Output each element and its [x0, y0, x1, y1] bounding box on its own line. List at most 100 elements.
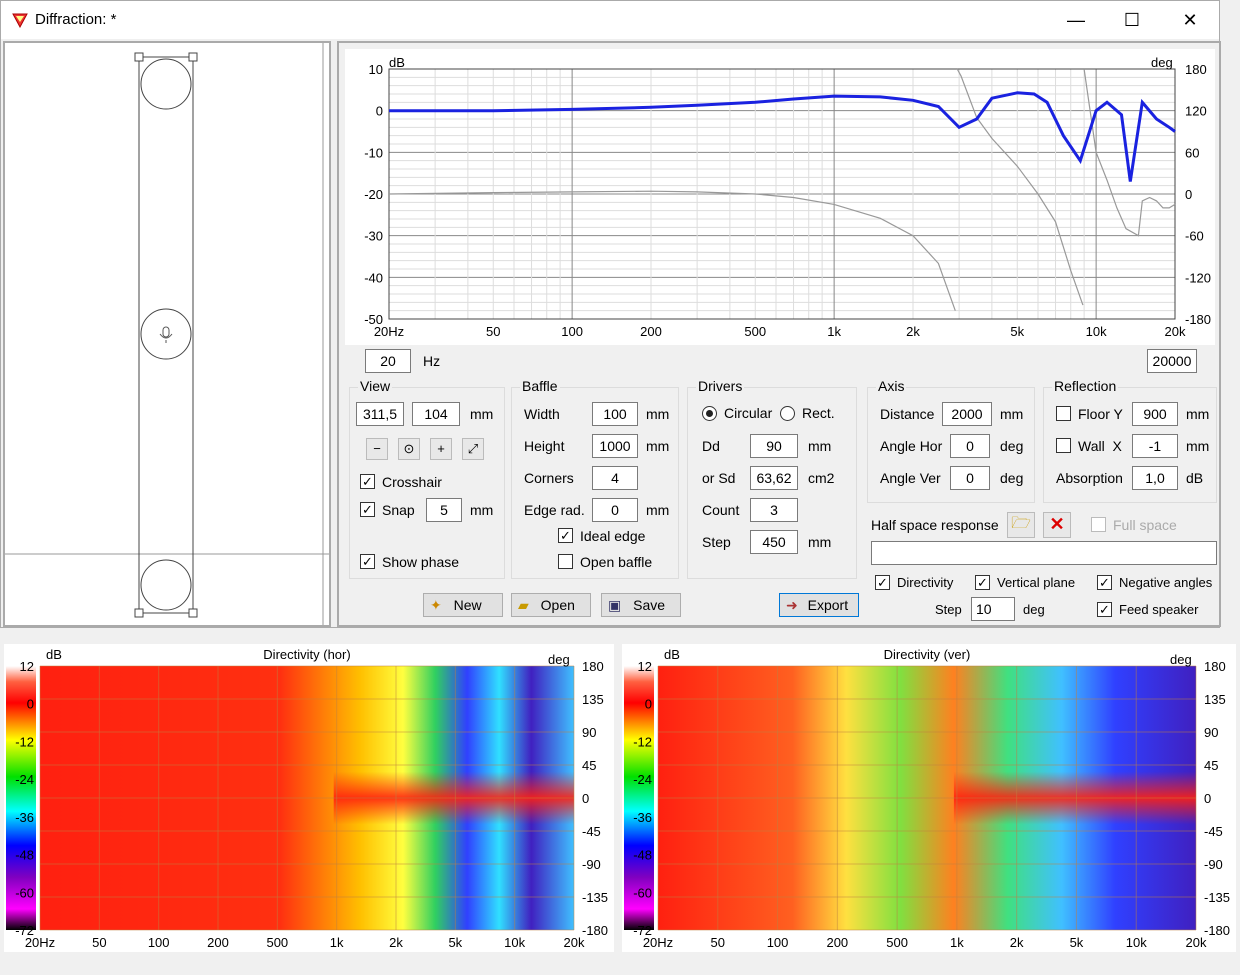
absorption-input[interactable]: 1,0 — [1132, 466, 1178, 490]
directivity-title: Directivity (ver) — [884, 647, 971, 662]
dir-step-input[interactable]: 10 — [971, 597, 1015, 621]
wand-icon: ✦ — [430, 597, 442, 613]
resize-handle[interactable] — [134, 52, 144, 62]
driver-circle[interactable] — [140, 559, 192, 611]
x-tick-label: 2k — [1010, 935, 1024, 950]
open-baffle-checkbox[interactable] — [558, 554, 573, 569]
step-label: Step — [702, 534, 731, 550]
db-tick-label: -48 — [633, 848, 652, 863]
feed-speaker-checkbox[interactable]: ✓ — [1097, 602, 1112, 617]
db-tick-label: -36 — [633, 810, 652, 825]
coord-unit-label: mm — [470, 406, 494, 422]
x-tick-label: 500 — [886, 935, 908, 950]
zoom-reset-icon[interactable]: ⊙ — [398, 438, 420, 460]
right-tick-label: -180 — [1185, 312, 1211, 327]
edge-radius-input[interactable]: 0 — [592, 498, 638, 522]
vertical-plane-label: Vertical plane — [997, 575, 1076, 590]
ideal-edge-label: Ideal edge — [580, 528, 646, 544]
minimize-button[interactable]: — — [1067, 10, 1085, 30]
full-space-checkbox[interactable] — [1091, 517, 1106, 532]
color-scale-bar — [624, 666, 654, 930]
left-tick-label: 10 — [369, 62, 383, 77]
width-unit: mm — [646, 406, 670, 422]
dir-step-unit: deg — [1023, 602, 1045, 617]
driver-step-input[interactable]: 450 — [750, 530, 798, 554]
width-input[interactable]: 100 — [592, 402, 638, 426]
maximize-button[interactable]: ☐ — [1123, 10, 1141, 30]
wall-unit: mm — [1186, 438, 1210, 454]
coord-x-field[interactable]: 311,5 — [356, 402, 404, 426]
left-tick-label: -50 — [364, 312, 383, 327]
save-button[interactable]: ▣ Save — [601, 593, 681, 617]
driver-circle[interactable] — [140, 58, 192, 110]
distance-input[interactable]: 2000 — [942, 402, 992, 426]
directivity-ver-chart[interactable]: 20Hz 50 100 200 500 1k 2k 5k 10k 20k Directivity (… — [622, 644, 1236, 952]
right-tick-label: 180 — [1185, 62, 1207, 77]
floor-input[interactable]: 900 — [1132, 402, 1178, 426]
x-tick-label: 1k — [330, 935, 344, 950]
zoom-fit-icon[interactable]: ⤢ — [462, 438, 484, 460]
resize-handle[interactable] — [188, 52, 198, 62]
baffle-view[interactable] — [3, 41, 331, 627]
vertical-plane-checkbox[interactable]: ✓ — [975, 575, 990, 590]
baffle-outline[interactable] — [138, 56, 194, 614]
db-tick-label: 12 — [20, 659, 34, 674]
color-scale-bar — [6, 666, 36, 930]
x-tick-label: 1k — [827, 324, 841, 339]
x-tick-label: 20k — [1165, 324, 1186, 339]
export-button-label: Export — [807, 597, 849, 613]
show-phase-checkbox[interactable]: ✓ — [360, 554, 375, 569]
wall-input[interactable]: -1 — [1132, 434, 1178, 458]
open-button[interactable]: ▰ Open — [511, 593, 591, 617]
coord-y-field[interactable]: 104 — [412, 402, 460, 426]
x-tick-label: 10k — [1126, 935, 1147, 950]
sd-input[interactable]: 63,62 — [750, 466, 798, 490]
floor-checkbox[interactable] — [1056, 406, 1071, 421]
freq-max-input[interactable]: 20000 — [1147, 349, 1197, 373]
rect-radio[interactable] — [780, 406, 795, 421]
baffle-drawing[interactable] — [5, 43, 329, 625]
height-input[interactable]: 1000 — [592, 434, 638, 458]
freq-unit-label: Hz — [423, 353, 441, 369]
open-folder-icon[interactable]: 🗁 — [1007, 512, 1035, 538]
directivity-label: Directivity — [897, 575, 954, 590]
negative-angles-checkbox[interactable]: ✓ — [1097, 575, 1112, 590]
db-tick-label: -36 — [15, 810, 34, 825]
circular-radio[interactable] — [702, 406, 717, 421]
mic-circle[interactable] — [140, 308, 192, 360]
left-tick-label: -10 — [364, 145, 383, 160]
delete-icon[interactable]: ✕ — [1043, 512, 1071, 538]
freq-min-input[interactable]: 20 — [365, 349, 411, 373]
crosshair-checkbox[interactable]: ✓ — [360, 474, 375, 489]
count-input[interactable]: 3 — [750, 498, 798, 522]
export-button[interactable]: ➜ Export — [779, 593, 859, 617]
right-axis-unit: deg — [1151, 55, 1173, 70]
ideal-edge-checkbox[interactable]: ✓ — [558, 528, 573, 543]
left-axis-unit: dB — [389, 55, 405, 70]
x-tick-label: 50 — [486, 324, 500, 339]
angle-hor-unit: deg — [1000, 438, 1024, 454]
response-chart[interactable]: 100-10-20-30-40-50180120600-60-120-18020… — [345, 49, 1215, 345]
snap-checkbox[interactable]: ✓ — [360, 502, 375, 517]
new-button[interactable]: ✦ New — [423, 593, 503, 617]
phase-series-line — [388, 68, 1176, 311]
deg-tick-label: 180 — [582, 659, 604, 674]
angle-hor-input[interactable]: 0 — [950, 434, 990, 458]
right-tick-label: -120 — [1185, 270, 1211, 285]
resize-handle[interactable] — [188, 608, 198, 618]
resize-handle[interactable] — [134, 608, 144, 618]
directivity-hor-chart[interactable]: 20Hz 50 100 200 500 1k 2k 5k 10k 20k Directivity (… — [4, 644, 614, 952]
angle-ver-input[interactable]: 0 — [950, 466, 990, 490]
wall-checkbox[interactable] — [1056, 438, 1071, 453]
app-logo-icon — [12, 13, 28, 28]
zoom-in-icon[interactable]: + — [430, 438, 452, 460]
corners-input[interactable]: 4 — [592, 466, 638, 490]
directivity-checkbox[interactable]: ✓ — [875, 575, 890, 590]
dd-input[interactable]: 90 — [750, 434, 798, 458]
half-space-path-input[interactable] — [871, 541, 1217, 565]
deg-tick-label: 135 — [1204, 692, 1226, 707]
x-tick-label: 20Hz — [374, 324, 404, 339]
close-button[interactable]: ✕ — [1182, 10, 1198, 30]
snap-input[interactable]: 5 — [426, 498, 462, 522]
zoom-out-icon[interactable]: − — [366, 438, 388, 460]
